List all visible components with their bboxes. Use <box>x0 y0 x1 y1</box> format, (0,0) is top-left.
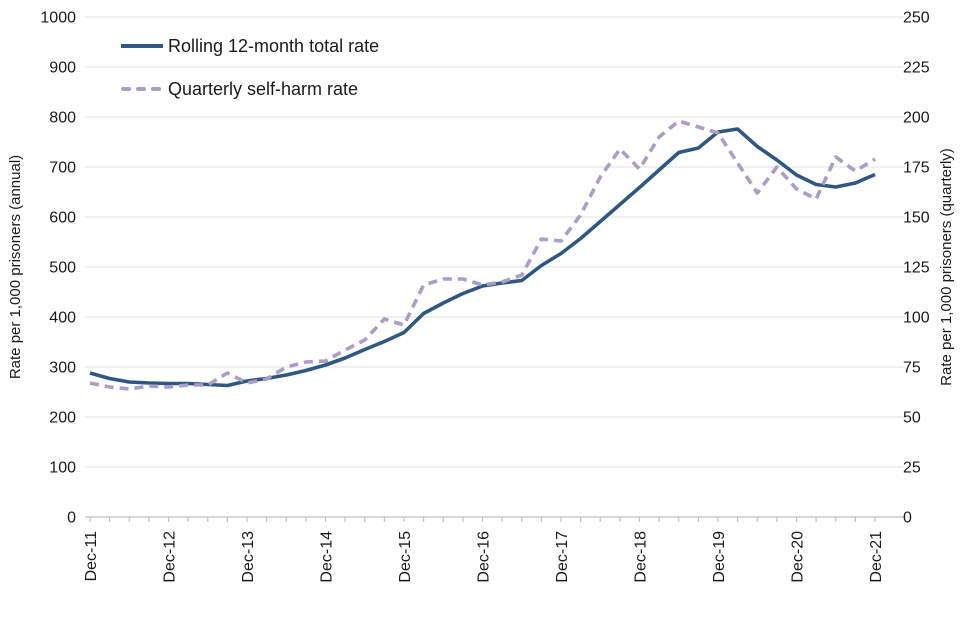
x-tick-label: Dec-14 <box>319 531 336 583</box>
legend-line-dashed-sample <box>121 87 163 91</box>
y-tick-label-right: 200 <box>903 110 930 127</box>
series-line-quarterly-self-harm <box>89 119 876 391</box>
y-tick-label-left: 400 <box>49 310 76 327</box>
right-axis-title: Rate per 1,000 prisoners (quarterly) <box>938 148 955 386</box>
y-tick-label-left: 800 <box>49 110 76 127</box>
x-tick-label: Dec-18 <box>633 531 650 583</box>
x-tick-label: Dec-20 <box>790 531 807 583</box>
legend-label: Quarterly self-harm rate <box>168 78 359 99</box>
x-tick-label: Dec-11 <box>83 531 100 581</box>
y-tick-label-right: 100 <box>903 310 930 327</box>
dash-swatch <box>151 87 161 91</box>
y-tick-label-left: 200 <box>49 410 76 427</box>
x-tick-label: Dec-16 <box>476 531 493 583</box>
y-tick-label-right: 25 <box>903 460 921 477</box>
dash-swatch <box>136 87 146 91</box>
y-tick-label-left: 900 <box>49 60 76 77</box>
legend-item-quarterly-rate: Quarterly self-harm rate <box>121 76 379 102</box>
y-tick-label-left: 0 <box>67 510 76 527</box>
y-tick-label-right: 225 <box>903 60 930 77</box>
x-tick-label: Dec-12 <box>162 531 179 583</box>
legend: Rolling 12-month total rate Quarterly se… <box>121 33 379 119</box>
x-tick-label: Dec-19 <box>711 531 728 583</box>
y-tick-label-right: 125 <box>903 260 930 277</box>
x-tick-label: Dec-15 <box>397 531 414 583</box>
y-tick-label-left: 700 <box>49 160 76 177</box>
left-axis-title: Rate per 1,000 prisoners (annual) <box>7 154 24 380</box>
legend-item-rolling-rate: Rolling 12-month total rate <box>121 33 379 59</box>
y-tick-label-right: 75 <box>903 360 921 377</box>
solid-line-swatch <box>121 44 163 48</box>
legend-label: Rolling 12-month total rate <box>168 35 380 56</box>
legend-line-solid-sample <box>121 44 163 48</box>
dash-swatch <box>121 87 131 91</box>
y-tick-label-left: 600 <box>49 210 76 227</box>
series-line-rolling-12-month <box>89 127 876 388</box>
y-tick-label-left: 300 <box>49 360 76 377</box>
x-tick-label: Dec-17 <box>554 531 571 583</box>
x-tick-label: Dec-21 <box>868 531 885 583</box>
y-tick-label-left: 100 <box>49 460 76 477</box>
y-tick-label-right: 250 <box>903 10 930 27</box>
y-tick-label-right: 50 <box>903 410 921 427</box>
x-tick-label: Dec-13 <box>240 531 257 583</box>
y-tick-label-left: 500 <box>49 260 76 277</box>
y-tick-label-right: 150 <box>903 210 930 227</box>
y-tick-label-right: 0 <box>903 510 912 527</box>
y-tick-label-left: 1000 <box>40 10 76 27</box>
y-tick-label-right: 175 <box>903 160 930 177</box>
